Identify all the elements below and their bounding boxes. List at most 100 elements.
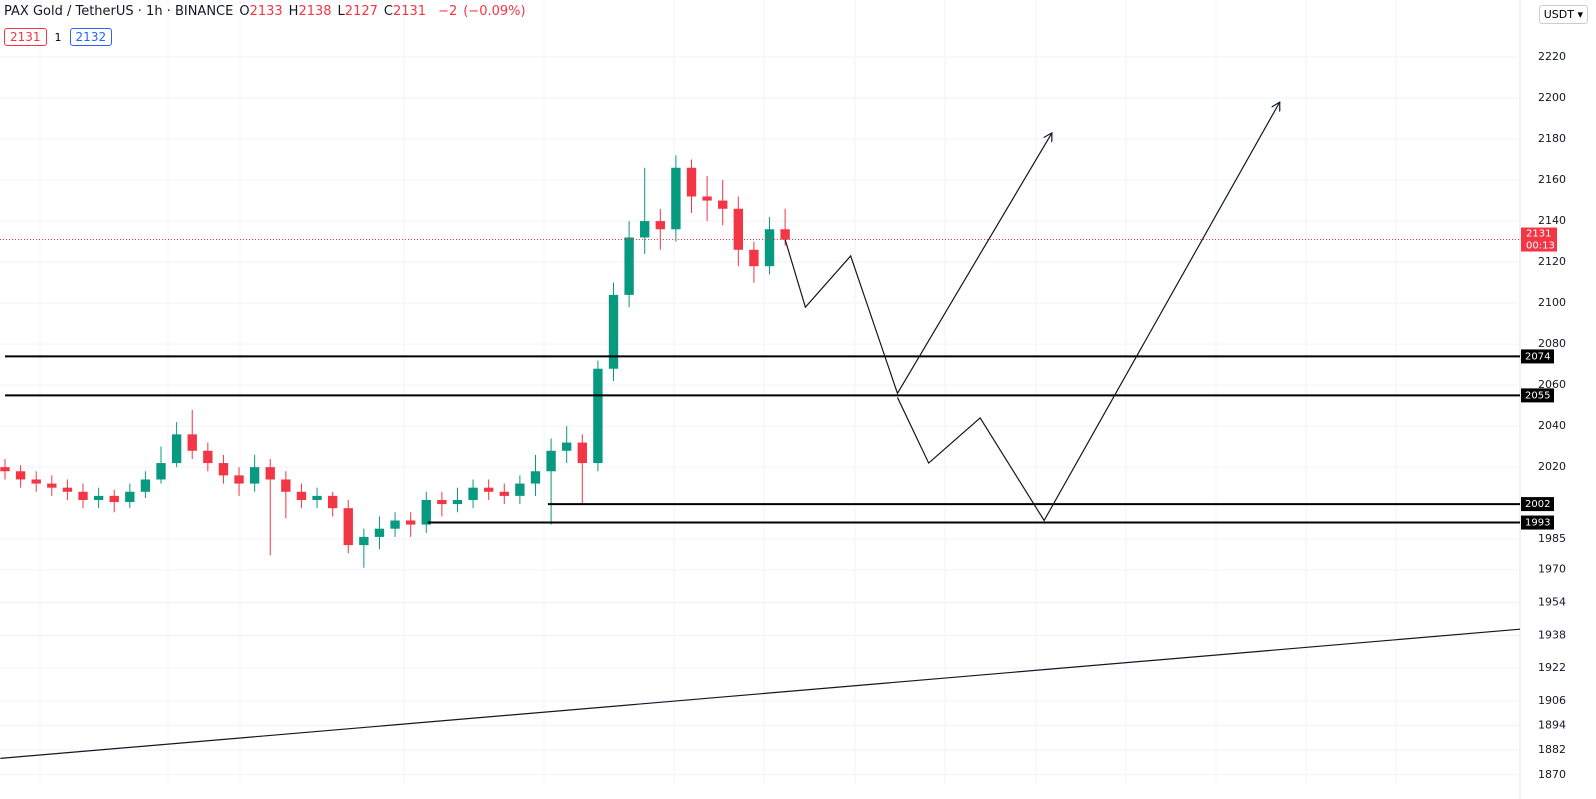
ohlc-value: 2133 — [249, 4, 283, 19]
legend: PAX Gold / TetherUS · 1h · BINANCE O2133 H… — [4, 4, 526, 19]
candle-body — [15, 471, 26, 480]
bid[interactable]: 2131 — [4, 28, 47, 46]
level-box — [1521, 388, 1554, 403]
symbol: PAX Gold / TetherUS · 1h · BINANCE — [4, 4, 234, 19]
level-label: 2055 — [1525, 390, 1550, 401]
v-grid — [39, 0, 1397, 785]
candle-body — [483, 487, 494, 492]
candle-body — [78, 491, 88, 500]
candle-body — [733, 208, 743, 250]
y-tick-label: 1938 — [1538, 628, 1566, 641]
candle-body — [562, 442, 572, 451]
projection — [896, 102, 1279, 522]
ohlc-label: C — [383, 4, 393, 19]
candle-body — [718, 200, 728, 209]
candle-body — [390, 520, 400, 529]
ohlc: O2133 H2138 L2127 C2131 — [239, 4, 432, 19]
candle-body — [218, 463, 229, 476]
ohlc-value: 2138 — [298, 4, 332, 19]
level-box — [1521, 349, 1554, 364]
y-tick-label: 1894 — [1538, 719, 1566, 732]
candle-body — [140, 479, 151, 492]
level-label: 1993 — [1525, 518, 1550, 529]
candle-body — [405, 520, 416, 525]
projection — [0, 628, 1521, 759]
candle-body — [671, 167, 681, 230]
change: −2 — [438, 4, 458, 19]
candle-body — [421, 499, 431, 525]
y-tick-label: 2020 — [1538, 460, 1566, 473]
candle-body — [62, 487, 73, 492]
candle-body — [608, 294, 619, 369]
candle-body — [749, 249, 759, 267]
bid-ask: 2131 1 2132 — [4, 28, 113, 46]
spread: 1 — [54, 30, 62, 44]
y-tick-label: 2080 — [1538, 337, 1566, 350]
candle-body — [640, 221, 650, 238]
candle-body — [265, 467, 275, 480]
level-box — [1521, 515, 1554, 530]
y-tick-label: 2100 — [1538, 296, 1566, 309]
candle-body — [702, 196, 712, 201]
y-tick-label: 1906 — [1538, 694, 1566, 707]
y-tick-label: 1954 — [1538, 596, 1566, 609]
candle-body — [780, 229, 790, 240]
y-tick-label: 1882 — [1538, 743, 1566, 756]
candle-body — [327, 495, 338, 509]
candle-body — [577, 442, 587, 464]
ohlc-label: O — [239, 4, 250, 19]
level-label: 2074 — [1525, 351, 1550, 362]
ohlc-value: 2127 — [344, 4, 378, 19]
last-price-box — [1521, 227, 1557, 252]
y-tick-label: 1922 — [1538, 661, 1566, 674]
y-tick-label: 1870 — [1538, 768, 1566, 781]
candle-body — [437, 499, 447, 505]
currency: USDT — [1543, 8, 1574, 21]
candle-body — [296, 491, 307, 500]
y-tick-label: 2120 — [1538, 255, 1566, 268]
candle-body — [249, 467, 260, 484]
y-tick-label: 2060 — [1538, 378, 1566, 391]
ohlc-value: 2131 — [392, 4, 427, 19]
candle-body — [359, 536, 369, 546]
candle-body — [452, 499, 463, 505]
y-tick-label: 2040 — [1538, 419, 1566, 432]
candle-body — [374, 528, 385, 537]
projection — [784, 133, 1052, 395]
y-tick-label: 2220 — [1538, 50, 1566, 63]
candle-body — [655, 221, 665, 230]
currency-select[interactable]: USDT ▾ — [1538, 5, 1588, 24]
candle-body — [312, 495, 322, 500]
last-price-label: 2131 — [1526, 229, 1551, 240]
ohlc-label: H — [288, 4, 299, 19]
candle-body — [109, 495, 119, 503]
candle-body — [764, 229, 775, 267]
ohlc-label: L — [337, 4, 345, 19]
y-tick-label: 2200 — [1538, 91, 1566, 104]
candle-body — [499, 491, 509, 496]
candle-body — [156, 463, 166, 480]
candle-body — [187, 434, 197, 451]
candle-body — [281, 479, 291, 492]
candle-body — [31, 479, 41, 484]
candle-body — [203, 450, 213, 464]
y-tick-label: 2140 — [1538, 214, 1566, 227]
candle-body — [468, 487, 478, 500]
y-tick-label: 1970 — [1538, 563, 1566, 576]
candle-body — [686, 167, 697, 197]
change-pct: (−0.09%) — [463, 4, 526, 19]
y-tick-label: 2160 — [1538, 173, 1566, 186]
level-box — [1521, 497, 1554, 512]
candle-body — [125, 491, 135, 503]
level-label: 2002 — [1525, 499, 1550, 510]
candle-body — [593, 368, 603, 464]
y-tick-label: 1985 — [1538, 532, 1566, 545]
candle-body — [234, 475, 244, 484]
candle-body — [47, 483, 57, 488]
candle-body — [343, 508, 353, 546]
candle-body — [93, 495, 104, 500]
ask[interactable]: 2132 — [69, 28, 113, 46]
countdown: 00:13 — [1526, 241, 1555, 252]
